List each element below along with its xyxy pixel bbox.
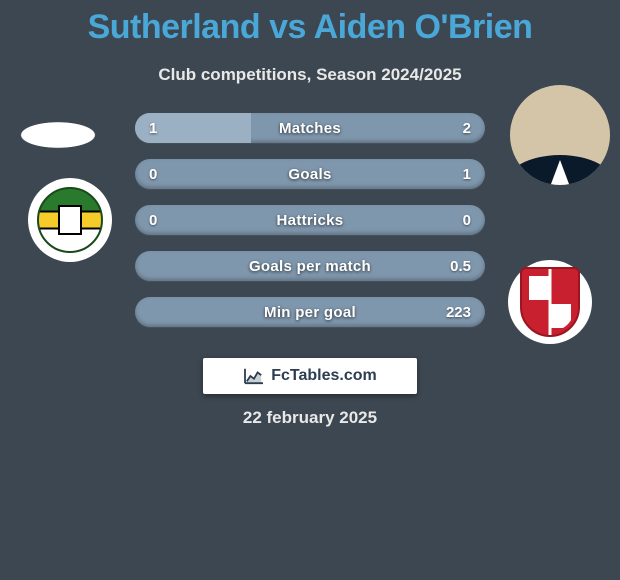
watermark: FcTables.com	[203, 358, 417, 394]
stat-row: 1 Matches 2	[135, 113, 485, 143]
stat-label: Matches	[135, 113, 485, 143]
stat-row: 0 Hattricks 0	[135, 205, 485, 235]
stat-right-value: 0.5	[450, 251, 471, 281]
page-title: Sutherland vs Aiden O'Brien	[0, 0, 620, 47]
chart-icon	[243, 367, 265, 385]
stat-row: Min per goal 223	[135, 297, 485, 327]
stat-label: Goals	[135, 159, 485, 189]
stat-right-value: 0	[463, 205, 471, 235]
stat-label: Min per goal	[135, 297, 485, 327]
stat-right-value: 223	[446, 297, 471, 327]
stat-row: Goals per match 0.5	[135, 251, 485, 281]
stat-row: 0 Goals 1	[135, 159, 485, 189]
stat-label: Goals per match	[135, 251, 485, 281]
date-label: 22 february 2025	[0, 408, 620, 428]
stat-label: Hattricks	[135, 205, 485, 235]
watermark-text: FcTables.com	[271, 367, 377, 385]
stat-right-value: 1	[463, 159, 471, 189]
subtitle: Club competitions, Season 2024/2025	[0, 65, 620, 85]
stats-bars: 1 Matches 2 0 Goals 1 0 Hattricks 0 Goal…	[135, 113, 485, 343]
stat-right-value: 2	[463, 113, 471, 143]
